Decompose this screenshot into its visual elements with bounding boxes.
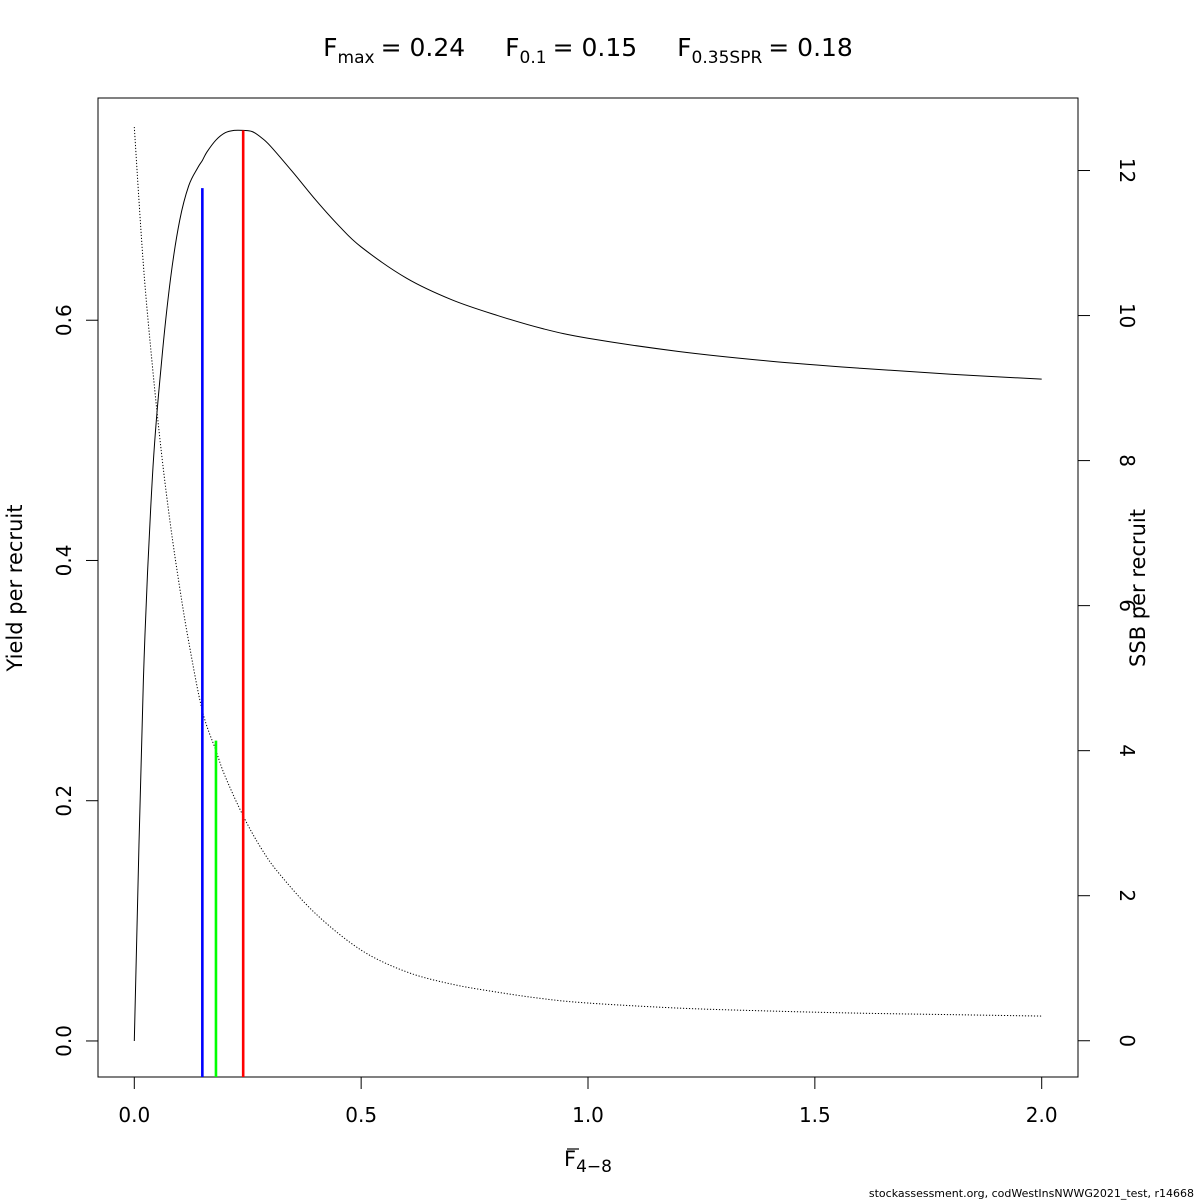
footer-credit: stockassessment.org, codWestInsNWWG2021_… xyxy=(869,1187,1194,1200)
title-f01-sub: 0.1 xyxy=(520,48,547,68)
y-left-tick-label: 0.0 xyxy=(52,1025,76,1057)
title-fmax-value: = 0.24 xyxy=(381,33,466,62)
x-tick-label: 0.0 xyxy=(118,1103,150,1127)
y-left-tick-label: 0.2 xyxy=(52,785,76,817)
title-f01-value: = 0.15 xyxy=(553,33,638,62)
x-axis: 0.0 0.5 1.0 1.5 2.0 xyxy=(118,1076,1058,1127)
y-left-axis: 0.0 0.2 0.4 0.6 xyxy=(52,304,99,1057)
y-right-tick-label: 8 xyxy=(1115,454,1139,467)
yield-per-recruit-line xyxy=(133,129,1042,1041)
x-axis-title-base: F xyxy=(564,1147,576,1171)
x-axis-title: F4−8 xyxy=(564,1147,612,1177)
title-fspr-value: = 0.18 xyxy=(768,33,853,62)
chart-title: Fmax = 0.24 F0.1 = 0.15 F0.35SPR = 0.18 xyxy=(323,33,853,68)
y-right-tick-label: 12 xyxy=(1115,158,1139,183)
reference-lines xyxy=(201,130,245,1077)
title-f01-base: F xyxy=(505,33,519,62)
y-left-tick-label: 0.6 xyxy=(52,304,76,336)
title-fspr-sub: 0.35SPR xyxy=(692,48,763,68)
y-right-tick-label: 10 xyxy=(1115,303,1139,328)
y-right-tick-label: 0 xyxy=(1115,1034,1139,1047)
x-tick-label: 0.5 xyxy=(345,1103,377,1127)
y-left-axis-title: Yield per recruit xyxy=(3,505,27,673)
ssb-per-recruit-line xyxy=(133,126,1042,1017)
y-right-tick-label: 4 xyxy=(1115,744,1139,757)
y-left-tick-label: 0.4 xyxy=(52,545,76,577)
x-tick-label: 2.0 xyxy=(1026,1103,1058,1127)
y-right-tick-label: 2 xyxy=(1115,889,1139,902)
x-tick-label: 1.5 xyxy=(799,1103,831,1127)
y-right-tick-label: 6 xyxy=(1115,599,1139,612)
series-group xyxy=(133,126,1042,1041)
title-fmax-base: F xyxy=(323,33,337,62)
x-axis-title-sub: 4−8 xyxy=(576,1157,612,1177)
title-fspr-base: F xyxy=(677,33,691,62)
y-right-axis-title: SSB per recruit xyxy=(1126,509,1150,667)
x-tick-label: 1.0 xyxy=(572,1103,604,1127)
y-right-axis: 0 2 4 6 8 10 12 xyxy=(1077,158,1139,1047)
title-fmax-sub: max xyxy=(338,48,375,68)
